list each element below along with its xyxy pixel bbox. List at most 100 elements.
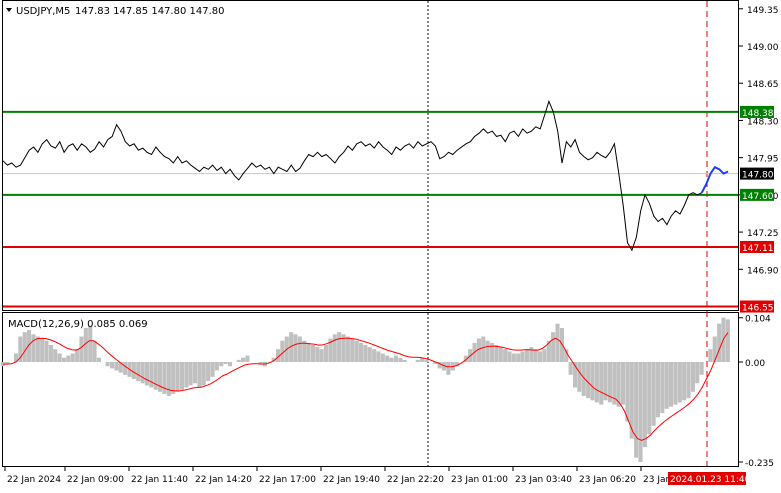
macd-histogram-bar [433, 362, 438, 365]
macd-histogram-bar [463, 355, 468, 362]
level-tag-text: 147.60 [742, 192, 774, 202]
macd-histogram-bar [393, 355, 398, 362]
time-tick-label: 22 Jan 11:40 [131, 475, 188, 485]
macd-histogram-bar [673, 362, 678, 405]
macd-histogram-bar [297, 336, 302, 362]
time-tick-label: 22 Jan 22:20 [387, 475, 444, 485]
macd-histogram-bar [341, 334, 346, 362]
macd-tick-label: -0.235 [745, 459, 774, 469]
time-axis: 22 Jan 2024 22 Jan 09:00 22 Jan 11:40 22 Ja… [4, 467, 751, 485]
macd-histogram-bar [511, 353, 516, 362]
macd-histogram-bar [612, 362, 617, 405]
macd-histogram-bar [332, 334, 337, 362]
macd-histogram-bar [420, 357, 425, 362]
level-tag-147.11 [740, 240, 774, 253]
macd-histogram-bar [136, 362, 141, 382]
triangle-down-icon[interactable] [6, 8, 12, 12]
macd-histogram-bar [690, 362, 695, 392]
level-tag-text: 147.11 [742, 244, 774, 254]
macd-histogram-bar [437, 362, 442, 369]
macd-histogram-bar [354, 340, 359, 362]
macd-histogram-bar [476, 338, 481, 362]
macd-histogram-bar [57, 353, 62, 362]
macd-histogram-bar [642, 362, 647, 448]
macd-histogram-bar [367, 347, 372, 362]
price-series-recent-segment [700, 165, 729, 194]
current-price-tag [740, 167, 774, 180]
macd-histogram-bar [372, 349, 377, 362]
macd-histogram-bar [616, 362, 621, 407]
macd-histogram-bar [455, 362, 460, 367]
macd-histogram-bar [62, 357, 67, 362]
macd-histogram-bar [664, 362, 669, 409]
macd-histogram-bar [201, 362, 206, 386]
macd-histogram-bar [524, 349, 529, 362]
macd-histogram-bar [35, 336, 40, 362]
macd-histogram-bar [271, 357, 276, 362]
level-tag-text: 148.38 [742, 109, 774, 119]
macd-histogram-bar [533, 349, 538, 362]
macd-histogram-bar [337, 332, 342, 362]
macd-histogram-bar [5, 362, 10, 365]
macd-histogram-bar [655, 362, 660, 418]
macd-histogram-bar [490, 342, 495, 362]
macd-histogram-bar [699, 362, 704, 375]
macd-histogram-bar [22, 332, 27, 362]
macd-histogram-bar [345, 336, 350, 362]
time-tick-label: 22 Jan 2024 [7, 475, 61, 485]
price-tick-label: 148.65 [747, 80, 779, 90]
macd-histogram-bar [577, 362, 582, 392]
macd-histogram-bar [725, 319, 730, 362]
macd-histogram-bar [48, 345, 53, 362]
macd-histogram-bar [166, 362, 171, 396]
macd-histogram-bar [542, 349, 547, 362]
macd-histogram-bar [79, 336, 84, 362]
macd-histogram-bar [389, 357, 394, 362]
macd-tick-label: 0.00 [745, 359, 765, 369]
macd-histogram-bar [669, 362, 674, 407]
macd-histogram-bar [96, 357, 101, 362]
macd-histogram-bar [573, 362, 578, 388]
macd-histogram-bar [40, 338, 45, 362]
macd-histogram-bar [175, 362, 180, 392]
macd-histogram-bar [83, 328, 88, 362]
macd-histogram-bar [682, 362, 687, 401]
macd-histogram-bar [310, 345, 315, 362]
macd-histogram-bar [520, 351, 525, 362]
price-tick-label: 149.00 [747, 43, 779, 53]
horizontal-levels [3, 110, 738, 308]
macd-histogram-bar [280, 340, 285, 362]
time-tick-label: 23 Jan 01:00 [451, 475, 508, 485]
macd-histogram-bar [158, 362, 163, 392]
level-tag-146.55 [740, 300, 774, 313]
macd-histogram-bar [13, 353, 18, 362]
macd-histogram-bar [241, 357, 246, 362]
macd-histogram-bar [607, 362, 612, 403]
level-tag-text: 146.55 [742, 304, 774, 314]
price-panel-frame [2, 0, 739, 311]
macd-histogram-bar [581, 362, 586, 396]
macd-histogram-bar [555, 323, 560, 362]
macd-histogram-bar [625, 362, 630, 422]
macd-histogram-bar [350, 338, 355, 362]
macd-histogram-bar [485, 340, 490, 362]
macd-histogram-bar [210, 362, 215, 377]
macd-histogram-bar [660, 362, 665, 414]
macd-histogram-bar [206, 362, 211, 382]
macd-histogram-bar [144, 362, 149, 386]
macd-histogram-bar [398, 357, 403, 362]
macd-histogram-bar [629, 362, 634, 439]
macd-histogram-bar [363, 345, 368, 362]
macd-histogram-bar [66, 355, 71, 362]
time-tick-label: 22 Jan 14:20 [195, 475, 252, 485]
macd-histogram-bar [306, 342, 311, 362]
time-tick-label: 23 Jan [643, 475, 671, 485]
macd-histogram-bar [162, 362, 167, 394]
macd-histogram-bar [446, 362, 451, 375]
macd-histogram-bar [245, 355, 250, 362]
macd-histogram-bar [214, 362, 219, 371]
macd-histogram [0, 317, 730, 462]
level-tag-148.38 [740, 105, 774, 118]
